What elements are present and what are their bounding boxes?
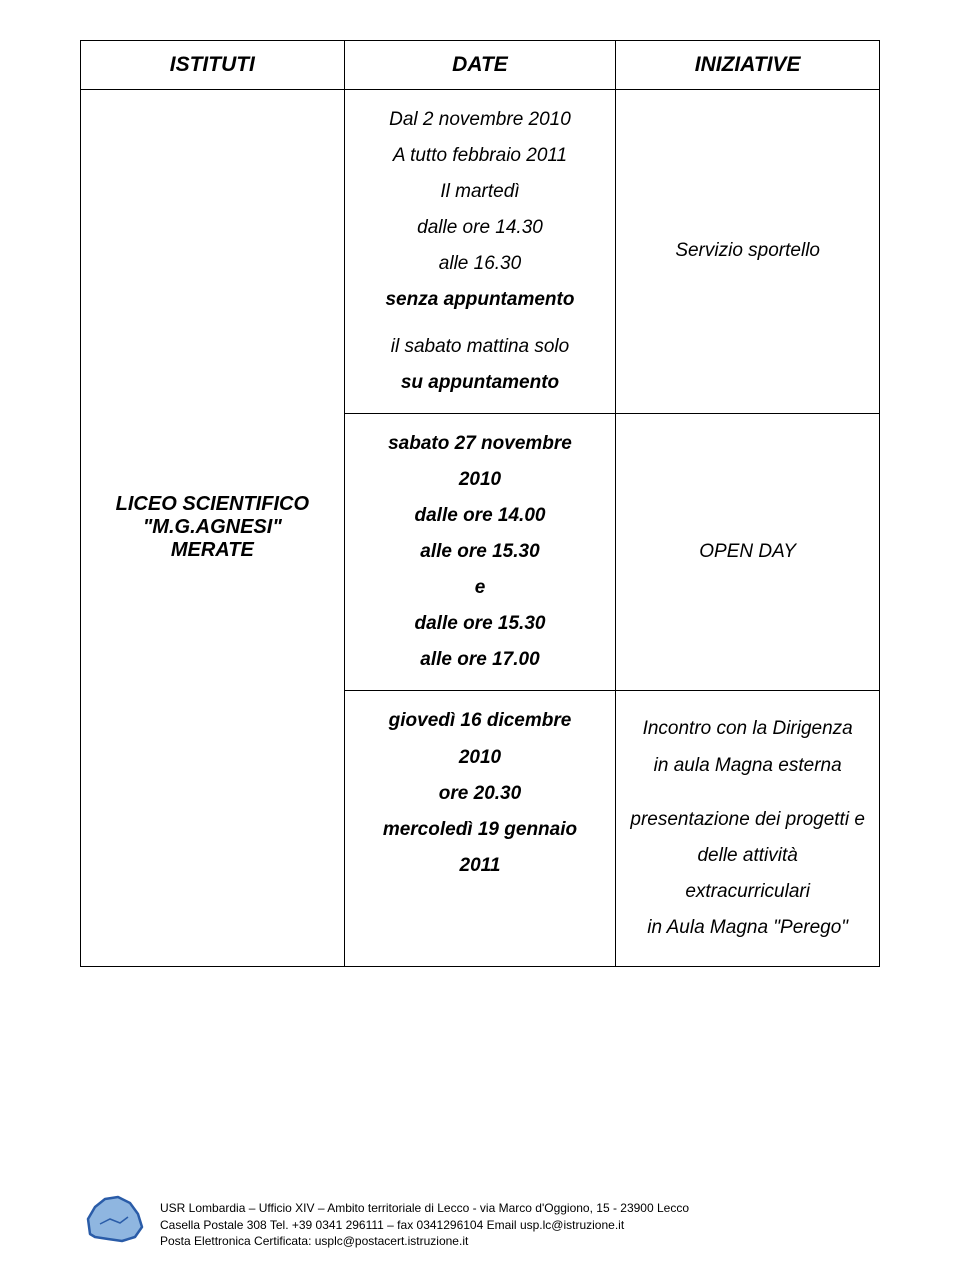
date-cell-block3: giovedì 16 dicembre 2010 ore 20.30 merco… [344, 691, 616, 967]
date-text-bold: sabato 27 novembre [353, 426, 608, 462]
date-text-bold: mercoledì 19 gennaio [353, 812, 608, 848]
footer-line: Posta Elettronica Certificata: usplc@pos… [160, 1233, 689, 1249]
initiative-text: extracurriculari [626, 874, 869, 910]
date-text-bold: dalle ore 14.00 [353, 498, 608, 534]
footer-text: Posta Elettronica Certificata: [160, 1234, 315, 1248]
date-text-bold: e [353, 570, 608, 606]
footer-line: Casella Postale 308 Tel. +39 0341 296111… [160, 1217, 689, 1233]
date-text-bold: giovedì 16 dicembre [353, 703, 608, 739]
footer-text-block: USR Lombardia – Ufficio XIV – Ambito ter… [160, 1200, 689, 1249]
page-footer: USR Lombardia – Ufficio XIV – Ambito ter… [80, 1189, 880, 1249]
date-text-bold: senza appuntamento [353, 282, 608, 318]
header-istituti: ISTITUTI [81, 41, 345, 90]
spacer [626, 784, 869, 802]
date-text: il sabato mattina solo [353, 329, 608, 365]
date-text-bold: 2010 [353, 462, 608, 498]
date-text: dalle ore 14.30 [353, 210, 608, 246]
header-date: DATE [344, 41, 616, 90]
spacer [353, 319, 608, 329]
footer-text: Casella Postale 308 Tel. +39 0341 296111… [160, 1218, 520, 1232]
date-text-bold: alle ore 17.00 [353, 642, 608, 678]
institute-line: "M.G.AGNESI" [89, 516, 336, 539]
footer-email: usp.lc@istruzione.it [520, 1218, 624, 1232]
footer-email: usplc@postacert.istruzione.it [315, 1234, 469, 1248]
initiative-cell-block1: Servizio sportello [616, 90, 880, 414]
lombardia-logo-icon [80, 1189, 150, 1249]
initiative-text: in aula Magna esterna [626, 748, 869, 784]
date-cell-block1: Dal 2 novembre 2010 A tutto febbraio 201… [344, 90, 616, 414]
date-text-bold: ore 20.30 [353, 776, 608, 812]
initiative-text: Servizio sportello [624, 233, 871, 269]
date-cell-block2: sabato 27 novembre 2010 dalle ore 14.00 … [344, 413, 616, 691]
initiative-text: presentazione dei progetti e [626, 802, 869, 838]
date-text-bold: dalle ore 15.30 [353, 606, 608, 642]
initiative-text: OPEN DAY [624, 534, 871, 570]
date-text: alle 16.30 [353, 246, 608, 282]
initiative-text: delle attività [626, 838, 869, 874]
footer-line: USR Lombardia – Ufficio XIV – Ambito ter… [160, 1200, 689, 1216]
initiative-cell-block3: Incontro con la Dirigenza in aula Magna … [616, 691, 880, 967]
date-text-bold: 2010 [353, 740, 608, 776]
schedule-table: ISTITUTI DATE INIZIATIVE LICEO SCIENTIFI… [80, 40, 880, 967]
date-text-bold: su appuntamento [353, 365, 608, 401]
table-header-row: ISTITUTI DATE INIZIATIVE [81, 41, 880, 90]
initiative-text: in Aula Magna "Perego" [626, 910, 869, 946]
date-text: Dal 2 novembre 2010 [353, 102, 608, 138]
institute-line: MERATE [89, 539, 336, 562]
date-text-bold: alle ore 15.30 [353, 534, 608, 570]
table-row: LICEO SCIENTIFICO "M.G.AGNESI" MERATE Da… [81, 90, 880, 414]
institute-line: LICEO SCIENTIFICO [89, 493, 336, 516]
header-iniziative: INIZIATIVE [616, 41, 880, 90]
date-text-bold: 2011 [353, 848, 608, 884]
date-text: Il martedì [353, 174, 608, 210]
date-text: A tutto febbraio 2011 [353, 138, 608, 174]
institute-cell: LICEO SCIENTIFICO "M.G.AGNESI" MERATE [81, 90, 345, 967]
initiative-text: Incontro con la Dirigenza [626, 711, 869, 747]
initiative-cell-block2: OPEN DAY [616, 413, 880, 691]
